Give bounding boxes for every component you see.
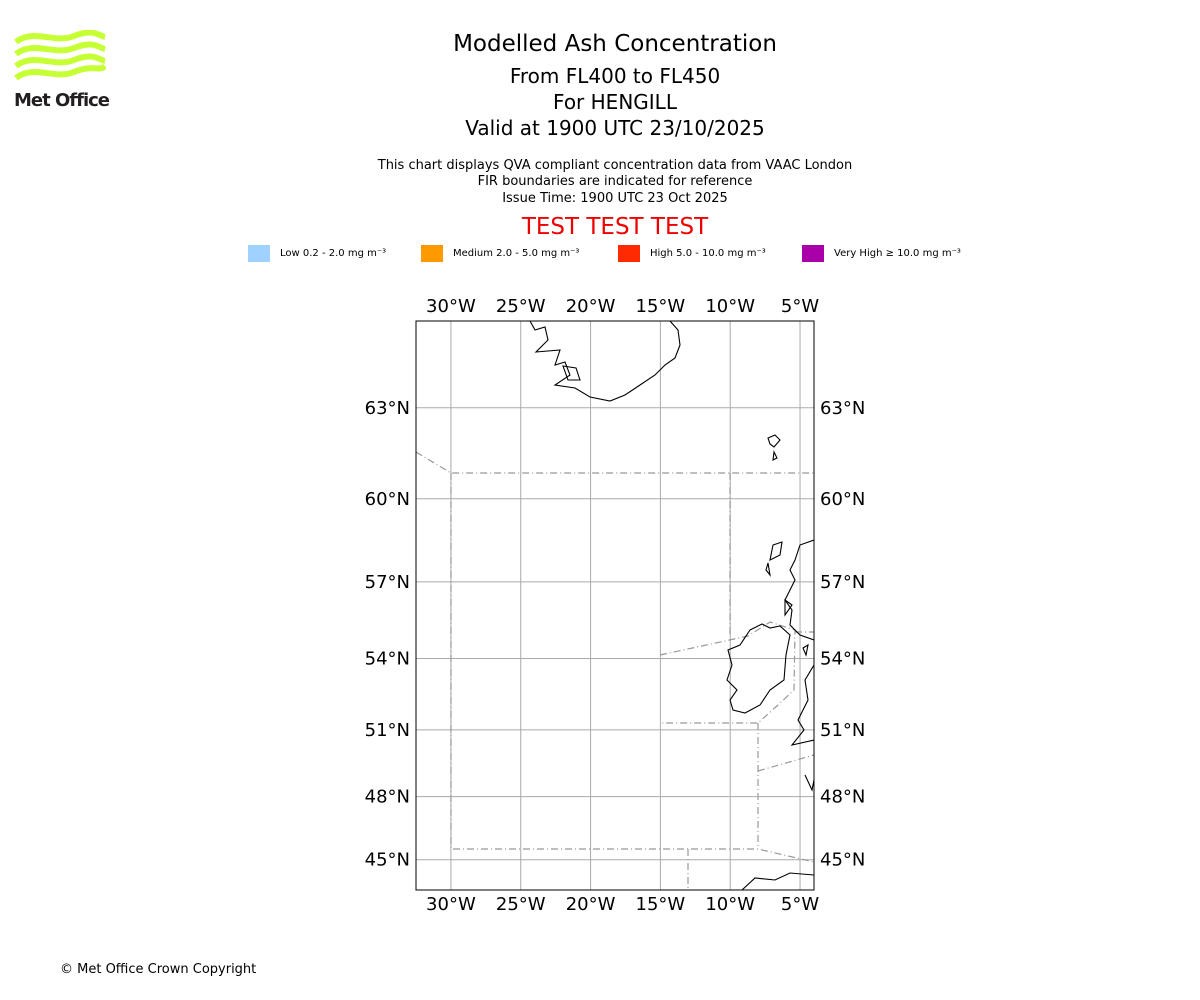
valid-time: Valid at 1900 UTC 23/10/2025 (465, 116, 765, 140)
lat-tick-label: 45°N (365, 850, 410, 871)
fir-note: FIR boundaries are indicated for referen… (477, 174, 753, 189)
coastlines (529, 321, 814, 890)
lon-tick-label: 25°W (496, 296, 546, 317)
legend-low: Low 0.2 - 2.0 mg m⁻³ (248, 245, 386, 262)
legend-very-high: Very High ≥ 10.0 mg m⁻³ (802, 245, 961, 262)
lon-tick-label: 25°W (496, 894, 546, 915)
fir-boundaries (416, 451, 814, 890)
lat-tick-label: 45°N (820, 850, 865, 871)
lon-tick-label: 5°W (781, 894, 819, 915)
legend-label: Very High ≥ 10.0 mg m⁻³ (834, 248, 961, 259)
test-banner: TEST TEST TEST (521, 214, 709, 240)
volcano-name: For HENGILL (553, 90, 677, 114)
legend-swatch (248, 245, 270, 262)
legend-label: Low 0.2 - 2.0 mg m⁻³ (280, 248, 387, 259)
lon-tick-label: 15°W (636, 296, 686, 317)
lat-tick-label: 51°N (820, 720, 865, 741)
chart-title: Modelled Ash Concentration (453, 31, 777, 57)
lat-tick-label: 57°N (820, 572, 865, 593)
lat-tick-label: 63°N (365, 398, 410, 419)
lat-tick-label: 54°N (820, 649, 865, 670)
lon-tick-label: 30°W (426, 894, 476, 915)
met-office-logo (14, 29, 108, 90)
logo-text: Met Office (14, 90, 110, 111)
lon-tick-label: 20°W (566, 894, 616, 915)
lat-tick-label: 48°N (820, 787, 865, 808)
lon-tick-label: 5°W (781, 296, 819, 317)
map-frame (415, 320, 815, 891)
lon-tick-label: 30°W (426, 296, 476, 317)
legend-label: Medium 2.0 - 5.0 mg m⁻³ (453, 248, 580, 259)
issue-time: Issue Time: 1900 UTC 23 Oct 2025 (502, 191, 728, 206)
lon-tick-label: 20°W (566, 296, 616, 317)
copyright: © Met Office Crown Copyright (60, 962, 257, 977)
lon-tick-label: 10°W (705, 894, 755, 915)
chart-note: This chart displays QVA compliant concen… (377, 158, 853, 173)
lat-tick-label: 57°N (365, 572, 410, 593)
legend-swatch (421, 245, 443, 262)
flight-levels: From FL400 to FL450 (509, 64, 721, 88)
legend-high: High 5.0 - 10.0 mg m⁻³ (618, 245, 766, 262)
lat-tick-label: 48°N (365, 787, 410, 808)
legend-medium: Medium 2.0 - 5.0 mg m⁻³ (421, 245, 579, 262)
legend-swatch (802, 245, 824, 262)
lat-tick-label: 63°N (820, 398, 865, 419)
legend-label: High 5.0 - 10.0 mg m⁻³ (650, 248, 766, 259)
lon-tick-label: 10°W (705, 296, 755, 317)
lat-tick-label: 54°N (365, 649, 410, 670)
lat-tick-label: 60°N (365, 489, 410, 510)
legend-swatch (618, 245, 640, 262)
lat-tick-label: 51°N (365, 720, 410, 741)
lat-tick-label: 60°N (820, 489, 865, 510)
lon-tick-label: 15°W (636, 894, 686, 915)
logo-waves-icon (14, 29, 108, 81)
